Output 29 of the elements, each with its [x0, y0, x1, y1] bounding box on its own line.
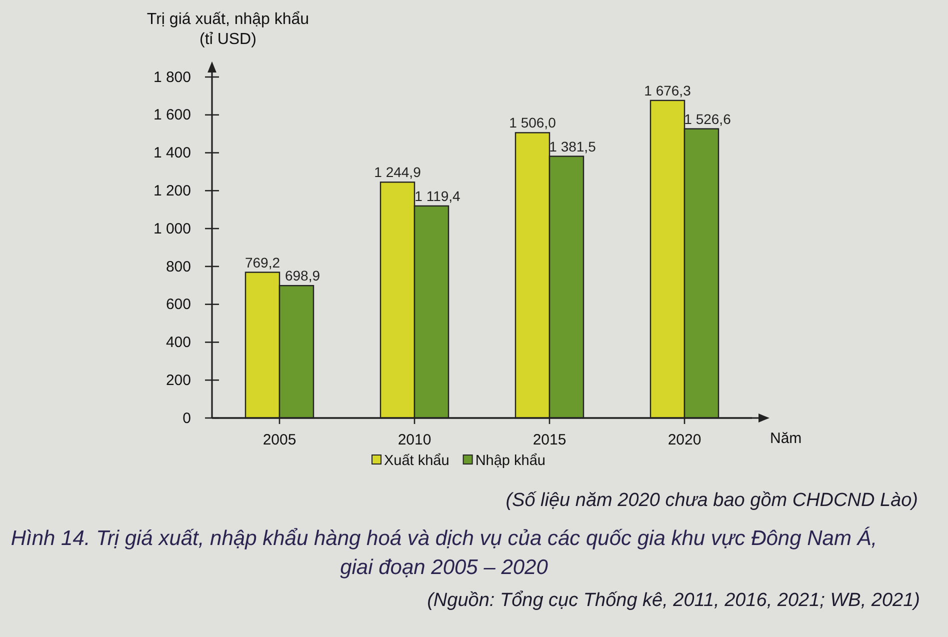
x-tick-label: 2010 [398, 432, 432, 449]
data-label: 1 676,3 [644, 82, 692, 98]
y-tick-label: 400 [166, 334, 191, 352]
text: Hình 14. Trị giá xuất, nhập khẩu hàng hoá và dịch vụ của các quốc gia khu vực Đông Nam Á, giai đoạn 2005 – 2020 [10, 526, 878, 579]
y-tick-label: 800 [166, 258, 191, 276]
y-tick-label: 1 200 [153, 182, 191, 200]
text: (Nguồn: Tổng cục Thống kê, 2011, 2016, 2021; WB, 2021) [427, 590, 920, 611]
y-tick-label: 600 [166, 296, 191, 314]
x-tick-label: 2005 [262, 432, 296, 449]
data-label: 1 506,0 [509, 114, 556, 131]
data-label: 1 526,6 [684, 110, 732, 127]
y-tick-label: 1 400 [153, 144, 191, 162]
legend-label: Nhập khẩu [475, 453, 546, 469]
data-label: 769,2 [244, 254, 280, 270]
data-label: 1 119,4 [414, 188, 461, 204]
y-tick-label: 1 800 [153, 68, 191, 86]
y-axis-title: Trị giá xuất, nhập khẩu (tỉ USD) [146, 11, 310, 48]
y-tick-label: 1 600 [153, 106, 191, 124]
x-tick-label: 2015 [532, 432, 566, 449]
legend-label: Xuất khẩu [384, 453, 450, 469]
y-tick-label: 1 000 [153, 220, 191, 238]
x-axis-title: Năm [770, 430, 802, 447]
data-label: 1 381,5 [549, 138, 596, 154]
text: (Số liệu năm 2020 chưa bao gồm CHDCND Lào) [506, 490, 918, 511]
y-tick-label: 0 [182, 410, 191, 427]
x-tick-label: 2020 [668, 432, 702, 449]
data-label: 698,9 [284, 268, 320, 284]
data-label: 1 244,9 [374, 164, 422, 180]
y-tick-label: 200 [166, 372, 191, 389]
